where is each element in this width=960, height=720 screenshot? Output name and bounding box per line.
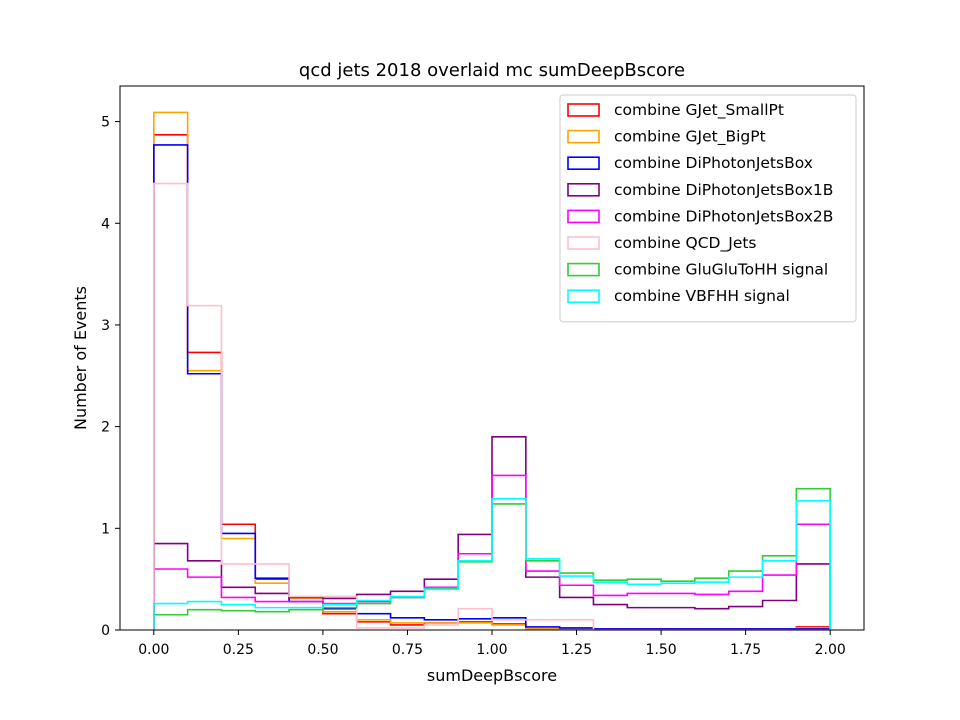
legend-swatch xyxy=(567,156,600,170)
legend-swatch xyxy=(567,209,600,224)
x-tick-label: 0.00 xyxy=(138,642,169,658)
x-tick-label: 0.50 xyxy=(307,642,338,658)
legend-label: combine VBFHH signal xyxy=(614,287,790,305)
series-7-histogram xyxy=(153,498,831,630)
legend-swatch xyxy=(567,236,600,250)
x-tick-label: 1.00 xyxy=(476,642,507,658)
legend-label: combine GJet_BigPt xyxy=(614,128,766,147)
legend-label: combine DiPhotonJetsBox2B xyxy=(614,207,833,225)
legend-label: combine GJet_SmallPt xyxy=(614,101,784,120)
legend-swatch xyxy=(567,289,600,304)
axes-frame xyxy=(119,85,865,631)
x-tick-label: 2.00 xyxy=(815,642,846,658)
legend-swatch xyxy=(567,129,600,144)
legend-swatch xyxy=(567,183,600,197)
x-axis: 0.00 0.25 0.50 0.75 1.00 1.25 1.50 1.75 2.00 xyxy=(138,630,846,658)
y-tick-label: 4 xyxy=(101,216,110,232)
x-tick-label: 0.75 xyxy=(392,642,423,658)
x-axis-label: sumDeepBscore xyxy=(427,666,557,685)
legend-label: combine DiPhotonJetsBox xyxy=(614,154,813,172)
chart-title: qcd jets 2018 overlaid mc sumDeepBscore xyxy=(299,60,685,81)
y-tick-label: 5 xyxy=(101,115,110,131)
y-tick-label: 3 xyxy=(101,318,110,334)
y-tick-label: 0 xyxy=(101,623,110,639)
plot-area xyxy=(153,111,831,631)
legend-label: combine DiPhotonJetsBox1B xyxy=(614,181,833,199)
y-tick-label: 2 xyxy=(101,420,110,436)
y-axis: 0 1 2 3 4 5 xyxy=(101,115,120,639)
x-tick-label: 1.75 xyxy=(730,642,761,658)
x-tick-label: 1.50 xyxy=(646,642,677,658)
legend-label: combine GluGluToHH signal xyxy=(614,261,828,279)
legend-swatch xyxy=(567,103,600,117)
x-tick-label: 1.25 xyxy=(561,642,592,658)
x-tick-label: 0.25 xyxy=(223,642,254,658)
y-axis-label: Number of Events xyxy=(71,286,90,430)
series-2-histogram xyxy=(153,144,831,630)
legend-swatch xyxy=(567,262,600,277)
legend-box xyxy=(559,94,857,323)
legend-label: combine QCD_Jets xyxy=(614,234,757,253)
y-tick-label: 1 xyxy=(101,521,110,537)
